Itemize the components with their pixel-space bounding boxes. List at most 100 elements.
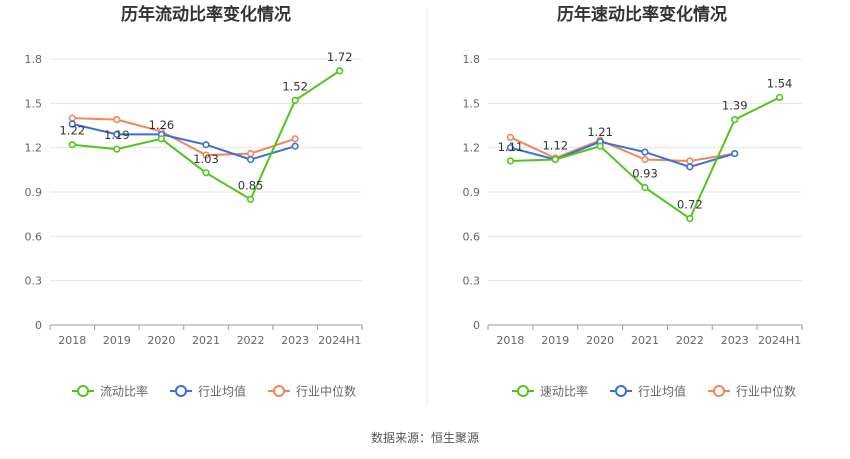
data-point [246,149,255,158]
data-label: 1.72 [327,50,353,64]
series-line-2 [509,136,735,162]
x-tick-label: 2023 [281,334,309,347]
data-point [113,115,121,124]
legend-item: 行业均值 [610,384,686,399]
data-label: 1.11 [498,140,524,154]
legend-item: 流动比率 [72,384,148,399]
x-tick-label: 2018 [496,334,524,347]
y-tick-label: 0 [473,319,480,332]
data-label: 0.72 [677,198,703,212]
y-tick-label: 1.5 [25,97,43,110]
data-point [596,142,604,150]
series-line-2 [72,117,296,157]
legend-item: 行业中位数 [268,384,356,399]
data-point [731,115,739,124]
data-point [336,67,344,75]
series-line-1 [510,140,735,168]
current-ratio-chart: 历年流动比率变化情况 0 0.3 0.6 0.9 1.2 1.5 1.8 2018 2019 202… [25,4,363,399]
series-line-1 [72,123,296,161]
x-tick-label: 2019 [541,334,569,347]
data-point [551,155,559,164]
data-point [775,93,784,102]
data-label: 1.03 [193,152,219,166]
legend-marker [615,385,627,397]
legend-label: 行业均值 [638,384,686,399]
x-tick-label: 2022 [676,334,704,347]
legend-label: 流动比率 [100,384,148,399]
data-point [157,135,166,143]
data-point [68,141,76,149]
data-point [686,157,694,165]
x-tick-label: 2023 [721,334,749,347]
y-tick-label: 0.9 [463,186,481,199]
data-point [68,120,76,128]
legend-marker [77,385,89,397]
legend-item: 行业中位数 [708,384,796,399]
data-label: 1.12 [542,138,568,152]
y-tick-label: 0.9 [25,186,43,199]
x-tick-label: 2020 [147,334,175,347]
data-label: 1.22 [59,124,85,138]
y-tick-label: 0.3 [463,275,481,288]
x-tick-label: 2022 [237,334,265,347]
data-source: 数据来源：恒生聚源 [371,430,479,445]
legend-label: 行业中位数 [296,384,356,399]
legend-marker [175,385,187,397]
data-label: 1.26 [149,118,175,132]
data-point [202,151,210,159]
y-tick-label: 0.6 [463,230,481,243]
legend-marker [713,385,725,397]
legend-marker [273,385,285,397]
data-label: 1.52 [282,79,308,93]
data-point [731,149,739,158]
y-tick-label: 1.8 [463,53,481,66]
legend-item: 速动比率 [512,384,588,399]
data-point [641,148,649,156]
x-tick-label: 2021 [192,334,220,347]
data-point [641,183,649,192]
y-tick-label: 0 [35,319,42,332]
data-point [686,215,694,223]
data-label: 1.21 [587,125,613,139]
data-label: 1.54 [767,76,793,90]
x-tick-label: 2021 [631,334,659,347]
x-tick-label: 2024H1 [318,334,361,347]
data-point [246,195,255,203]
legend-label: 行业均值 [198,384,246,399]
data-point [202,169,210,177]
data-point [291,96,299,104]
legend-label: 行业中位数 [736,384,796,399]
data-point [686,163,694,171]
x-tick-label: 2020 [586,334,614,347]
quick-ratio-chart: 历年速动比率变化情况 0 0.3 0.6 0.9 1.2 1.5 1.8 2018 2019 202… [463,4,803,399]
x-tick-label: 2024H1 [758,334,801,347]
data-point [246,155,255,164]
y-tick-label: 0.3 [25,275,43,288]
data-point [68,114,76,122]
y-tick-label: 0.6 [25,230,43,243]
data-point [113,145,121,153]
x-tick-label: 2019 [103,334,131,347]
x-tick-label: 2018 [58,334,86,347]
data-point [291,135,299,143]
data-point [202,141,210,149]
y-tick-label: 1.5 [463,97,481,110]
data-point [291,142,299,150]
data-point [506,133,515,141]
data-label: 1.19 [104,128,130,142]
chart-title: 历年速动比率变化情况 [557,4,727,25]
data-point [506,157,515,165]
legend-item: 行业均值 [170,384,246,399]
data-label: 1.39 [722,99,748,113]
legend-label: 速动比率 [540,384,588,399]
data-point [506,144,515,152]
y-tick-label: 1.8 [25,53,43,66]
data-point [113,130,121,138]
data-point [641,155,649,164]
data-label: 0.85 [238,178,264,192]
legend-marker [517,385,529,397]
data-label: 0.93 [632,167,658,181]
chart-title: 历年流动比率变化情况 [121,4,291,25]
y-tick-label: 1.2 [25,142,43,155]
y-tick-label: 1.2 [463,142,481,155]
